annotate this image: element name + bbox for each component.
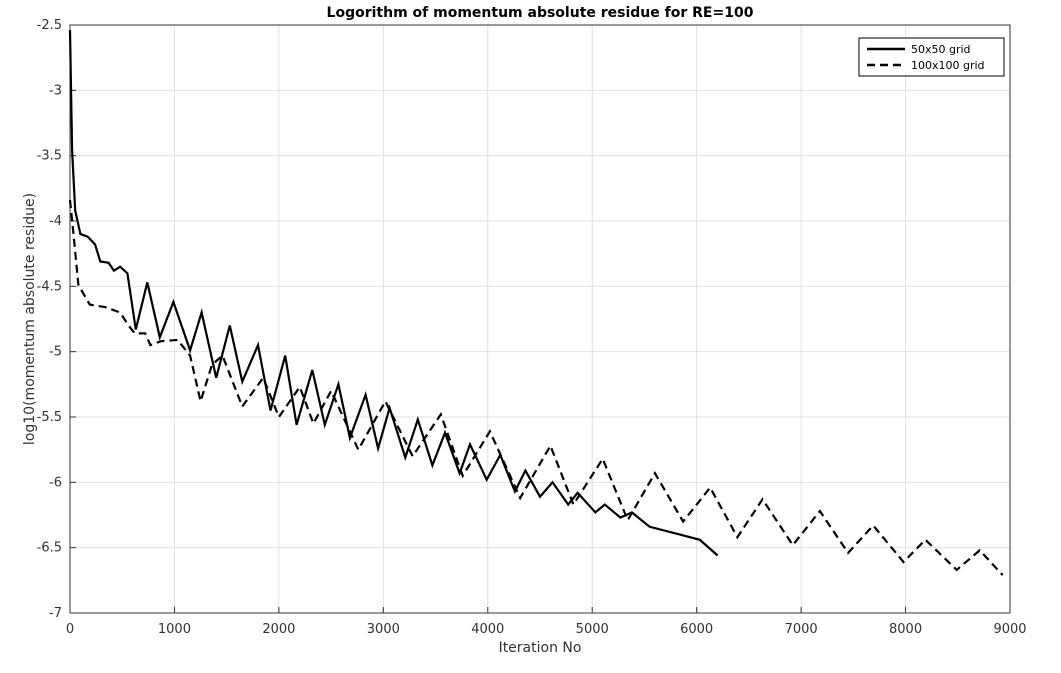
y-tick-label: -3: [49, 83, 62, 98]
x-tick-label: 0: [66, 622, 74, 637]
legend-label: 50x50 grid: [911, 43, 971, 56]
x-tick-label: 7000: [785, 622, 818, 637]
x-tick-label: 3000: [367, 622, 400, 637]
x-tick-label: 9000: [993, 622, 1026, 637]
x-tick-label: 4000: [471, 622, 504, 637]
y-tick-label: -4.5: [37, 279, 62, 294]
y-tick-label: -7: [49, 606, 62, 621]
x-tick-label: 8000: [889, 622, 922, 637]
y-tick-label: -4: [49, 214, 62, 229]
x-tick-label: 6000: [680, 622, 713, 637]
y-tick-label: -5.5: [37, 410, 62, 425]
plot-frame: [69, 24, 1011, 614]
legend-box: [858, 37, 1005, 77]
chart-title: Logorithm of momentum absolute residue f…: [327, 5, 754, 21]
y-axis-label: log10(momentum absolute residue): [22, 193, 38, 445]
x-tick-label: 2000: [262, 622, 295, 637]
y-tick-label: -6.5: [37, 541, 62, 556]
x-tick-label: 5000: [576, 622, 609, 637]
y-tick-label: -5: [49, 345, 62, 360]
y-tick-label: -3.5: [37, 149, 62, 164]
x-axis-label: Iteration No: [499, 640, 582, 656]
line-series: [68, 199, 1004, 576]
legend-label: 100x100 grid: [911, 59, 985, 72]
x-tick-label: 1000: [158, 622, 191, 637]
y-tick-label: -2.5: [37, 18, 62, 33]
y-tick-label: -6: [49, 475, 62, 490]
plot-area: [70, 25, 1010, 613]
